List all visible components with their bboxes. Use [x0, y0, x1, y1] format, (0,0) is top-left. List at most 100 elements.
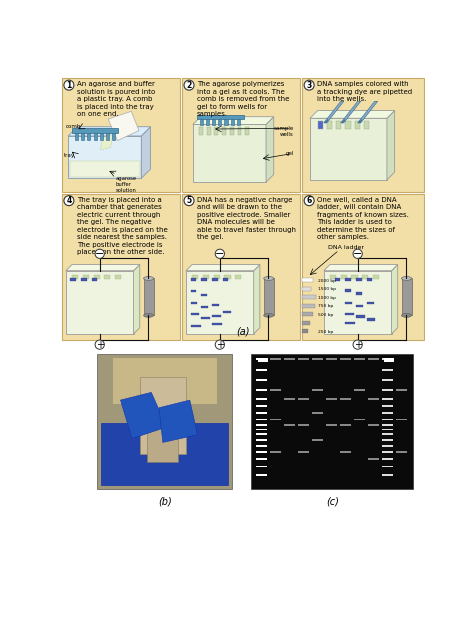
- Text: 1000 bp: 1000 bp: [318, 296, 336, 300]
- Bar: [302, 194, 424, 340]
- Bar: [191, 279, 196, 281]
- Polygon shape: [324, 265, 398, 271]
- Polygon shape: [68, 127, 151, 136]
- Text: −: −: [215, 249, 225, 259]
- Bar: [147, 419, 178, 462]
- Bar: [230, 128, 234, 135]
- Text: 250 bp: 250 bp: [318, 330, 333, 334]
- Bar: [327, 121, 332, 129]
- Bar: [214, 128, 219, 135]
- Bar: [367, 279, 372, 281]
- Bar: [222, 128, 226, 135]
- Polygon shape: [358, 102, 378, 123]
- Bar: [192, 275, 198, 279]
- Bar: [284, 358, 295, 360]
- Circle shape: [304, 196, 314, 206]
- Bar: [207, 128, 210, 135]
- Text: 3: 3: [307, 81, 312, 89]
- Bar: [326, 358, 337, 360]
- Bar: [256, 389, 267, 391]
- Bar: [203, 275, 209, 279]
- Bar: [364, 121, 369, 129]
- Bar: [368, 458, 379, 459]
- Bar: [340, 451, 351, 453]
- Bar: [106, 133, 109, 140]
- Bar: [256, 438, 267, 440]
- Bar: [212, 119, 215, 125]
- Bar: [115, 275, 121, 279]
- Bar: [396, 389, 407, 391]
- Bar: [373, 275, 379, 279]
- Bar: [256, 451, 267, 453]
- Bar: [362, 275, 368, 279]
- Bar: [71, 279, 76, 282]
- Bar: [298, 397, 309, 400]
- Circle shape: [215, 340, 225, 350]
- Polygon shape: [266, 117, 273, 182]
- Ellipse shape: [264, 314, 273, 318]
- Bar: [100, 133, 103, 140]
- Circle shape: [184, 196, 194, 206]
- Bar: [312, 412, 323, 414]
- Bar: [368, 397, 379, 400]
- Bar: [383, 358, 394, 362]
- Polygon shape: [108, 111, 139, 141]
- Bar: [186, 271, 254, 334]
- Bar: [104, 275, 110, 279]
- Ellipse shape: [144, 277, 154, 281]
- Bar: [382, 438, 393, 440]
- Bar: [219, 119, 221, 125]
- Text: −: −: [95, 249, 104, 259]
- Bar: [346, 279, 351, 281]
- Bar: [310, 118, 387, 180]
- Circle shape: [304, 80, 314, 90]
- Bar: [382, 445, 393, 447]
- Bar: [352, 275, 358, 279]
- Bar: [225, 275, 231, 279]
- Bar: [225, 119, 228, 125]
- Bar: [256, 397, 267, 400]
- Bar: [302, 287, 311, 291]
- Bar: [354, 419, 365, 420]
- Bar: [367, 318, 375, 321]
- Bar: [81, 279, 87, 282]
- Bar: [382, 466, 393, 468]
- Bar: [182, 194, 300, 340]
- Bar: [330, 275, 336, 279]
- Bar: [382, 433, 393, 435]
- Bar: [302, 279, 313, 282]
- Bar: [356, 279, 362, 281]
- Polygon shape: [159, 400, 198, 442]
- Bar: [93, 275, 100, 279]
- Bar: [346, 289, 351, 291]
- Bar: [256, 424, 267, 426]
- Bar: [256, 445, 267, 447]
- Polygon shape: [341, 102, 361, 123]
- Bar: [355, 121, 360, 129]
- Text: One well, called a DNA
ladder, will contain DNA
fragments of known sizes.
This l: One well, called a DNA ladder, will cont…: [317, 197, 409, 240]
- Bar: [368, 358, 379, 360]
- Bar: [251, 354, 413, 489]
- Bar: [312, 438, 323, 440]
- Bar: [346, 302, 352, 304]
- Bar: [346, 321, 356, 324]
- Polygon shape: [392, 265, 398, 334]
- Bar: [256, 380, 267, 381]
- Bar: [182, 78, 300, 192]
- Text: 4: 4: [66, 196, 72, 205]
- Bar: [382, 358, 393, 360]
- Polygon shape: [141, 127, 151, 178]
- Bar: [193, 125, 266, 182]
- Bar: [382, 397, 393, 400]
- Text: DNA has a negative charge
and will be drawn to the
positive electrode. Smaller
D: DNA has a negative charge and will be dr…: [197, 197, 296, 240]
- Text: The tray is placed into a
chamber that generates
electric current through
the ge: The tray is placed into a chamber that g…: [77, 197, 167, 256]
- Circle shape: [64, 80, 74, 90]
- Bar: [223, 279, 228, 281]
- Polygon shape: [310, 111, 395, 118]
- Bar: [326, 424, 337, 426]
- Text: 5: 5: [186, 196, 191, 205]
- Bar: [340, 424, 351, 426]
- Text: 2000 bp: 2000 bp: [318, 279, 336, 282]
- Circle shape: [353, 249, 362, 258]
- Polygon shape: [324, 102, 344, 123]
